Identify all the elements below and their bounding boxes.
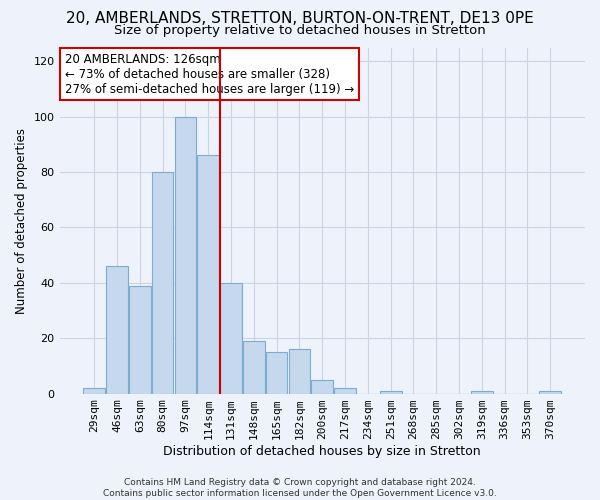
Bar (175, 116, 196, 394)
Text: Size of property relative to detached houses in Stretton: Size of property relative to detached ho… (114, 24, 486, 37)
Bar (289, 350, 310, 394)
Bar (334, 388, 356, 394)
Bar (380, 391, 401, 394)
Bar (220, 283, 242, 394)
Bar (243, 341, 265, 394)
Bar (197, 156, 219, 394)
Bar (539, 391, 561, 394)
Bar (266, 352, 287, 394)
Bar (311, 380, 333, 394)
Text: 20 AMBERLANDS: 126sqm
← 73% of detached houses are smaller (328)
27% of semi-det: 20 AMBERLANDS: 126sqm ← 73% of detached … (65, 52, 354, 96)
Bar (129, 286, 151, 394)
Bar (152, 172, 173, 394)
Text: 20, AMBERLANDS, STRETTON, BURTON-ON-TRENT, DE13 0PE: 20, AMBERLANDS, STRETTON, BURTON-ON-TREN… (66, 11, 534, 26)
Bar (471, 391, 493, 394)
X-axis label: Distribution of detached houses by size in Stretton: Distribution of detached houses by size … (163, 444, 481, 458)
Y-axis label: Number of detached properties: Number of detached properties (15, 128, 28, 314)
Text: Contains HM Land Registry data © Crown copyright and database right 2024.
Contai: Contains HM Land Registry data © Crown c… (103, 478, 497, 498)
Bar (106, 266, 128, 394)
Bar (83, 388, 105, 394)
